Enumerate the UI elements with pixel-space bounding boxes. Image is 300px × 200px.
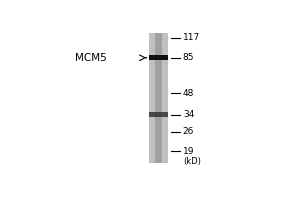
Bar bbox=[149, 55, 168, 60]
Text: 26: 26 bbox=[183, 127, 194, 136]
Text: 117: 117 bbox=[183, 33, 200, 42]
Text: 85: 85 bbox=[183, 53, 194, 62]
Text: MCM5: MCM5 bbox=[76, 53, 107, 63]
Text: 19: 19 bbox=[183, 147, 194, 156]
Bar bbox=[149, 112, 168, 117]
Text: (kD): (kD) bbox=[183, 157, 201, 166]
Bar bbox=[149, 33, 168, 163]
Text: 48: 48 bbox=[183, 89, 194, 98]
Text: 34: 34 bbox=[183, 110, 194, 119]
Bar bbox=[155, 33, 162, 163]
